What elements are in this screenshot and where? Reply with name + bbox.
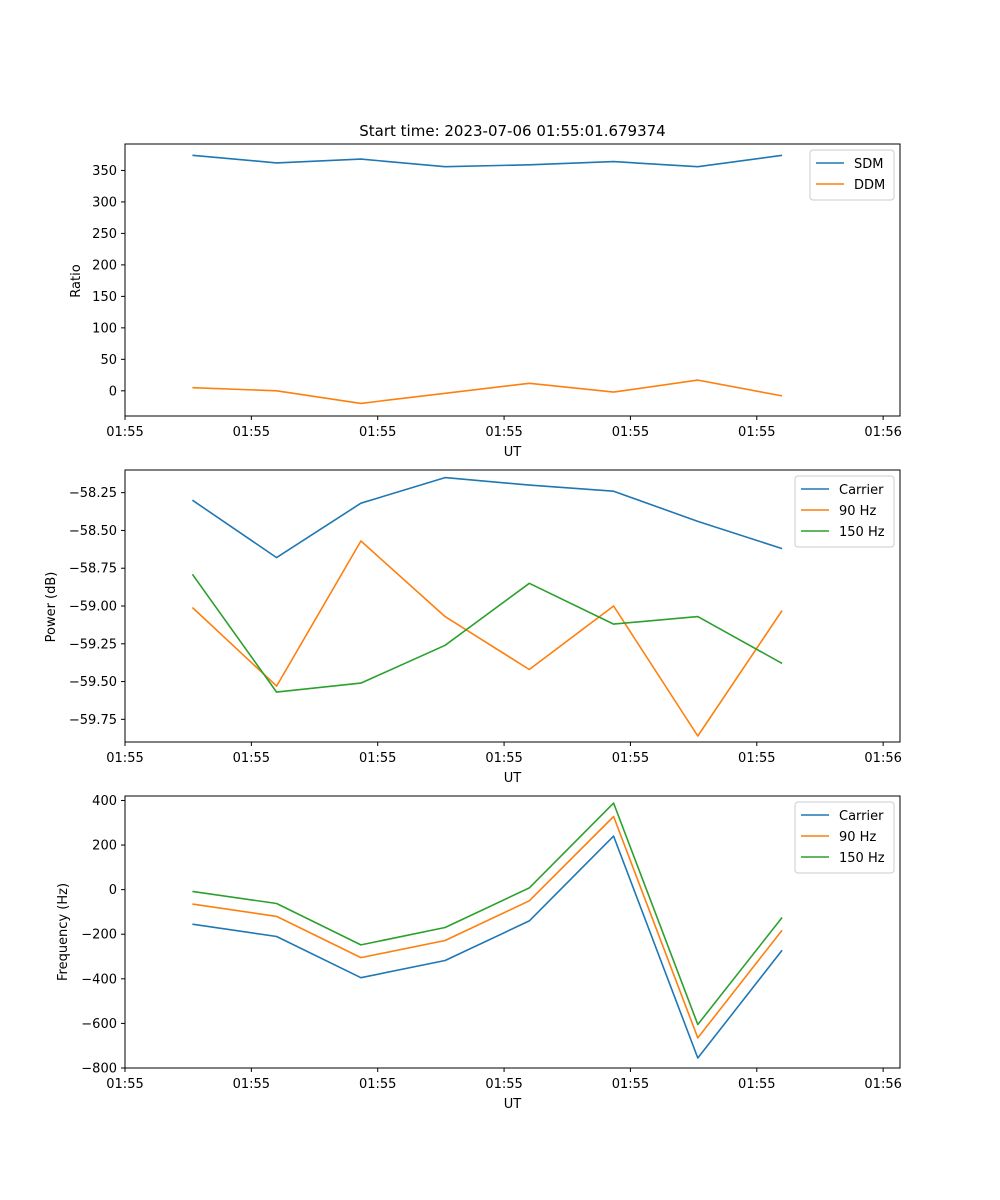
frequency-x-tick-label: 01:55 xyxy=(738,1077,775,1092)
power-x-tick-label: 01:55 xyxy=(738,751,775,766)
ratio-series-line-ddm xyxy=(192,379,783,405)
ratio-y-tick-label: 0 xyxy=(109,384,117,399)
ratio-x-tick-label: 01:55 xyxy=(738,425,775,440)
power-x-tick-label: 01:55 xyxy=(485,751,522,766)
ratio-panel: Ratio UT 01:55 01:55 01:55 01:55 01:55 01:55 0… xyxy=(69,143,902,460)
frequency-legend xyxy=(794,801,895,874)
power-x-tick-label: 01:56 xyxy=(864,751,901,766)
ratio-y-tick-label: 150 xyxy=(92,290,117,305)
ratio-legend-label: DDM xyxy=(854,178,885,193)
power-panel: Power (dB) UT 01:55 01:55 01:55 01:55 01:55 0… xyxy=(44,469,902,786)
ratio-y-tick-label: 200 xyxy=(92,258,117,273)
frequency-legend-label: 90 Hz xyxy=(839,830,876,845)
power-y-tick-label: −59.50 xyxy=(69,675,117,690)
power-x-tick-label: 01:55 xyxy=(359,751,396,766)
frequency-y-tick-label: −400 xyxy=(81,972,117,987)
ratio-x-tick-label: 01:55 xyxy=(612,425,649,440)
ratio-x-tick-label: 01:55 xyxy=(106,425,143,440)
frequency-legend-label: 150 Hz xyxy=(839,851,885,866)
frequency-legend-label: Carrier xyxy=(839,809,884,824)
power-x-tick-label: 01:55 xyxy=(233,751,270,766)
ratio-y-tick-label: 300 xyxy=(92,195,117,210)
frequency-x-tick-label: 01:55 xyxy=(612,1077,649,1092)
ratio-series-line-sdm xyxy=(192,154,783,168)
power-legend-label: Carrier xyxy=(839,483,884,498)
power-y-axis-label: Power (dB) xyxy=(44,572,59,643)
frequency-series-line-90-hz xyxy=(192,815,783,1039)
chart-title: Start time: 2023-07-06 01:55:01.679374 xyxy=(359,122,665,140)
power-y-tick-label: −59.00 xyxy=(69,600,117,615)
frequency-y-tick-label: −800 xyxy=(81,1062,117,1077)
frequency-y-axis-label: Frequency (Hz) xyxy=(56,883,71,981)
frequency-x-tick-label: 01:55 xyxy=(233,1077,270,1092)
power-legend-label: 90 Hz xyxy=(839,504,876,519)
ratio-x-tick-label: 01:55 xyxy=(485,425,522,440)
ratio-axes-frame xyxy=(124,143,901,417)
ratio-legend-label: SDM xyxy=(854,157,883,172)
frequency-panel: Frequency (Hz) UT 01:55 01:55 01:55 01:55 01… xyxy=(56,794,902,1112)
power-legend-label: 150 Hz xyxy=(839,525,885,540)
frequency-series-line-150-hz xyxy=(192,802,783,1026)
power-y-tick-label: −59.75 xyxy=(69,713,117,728)
frequency-x-tick-label: 01:56 xyxy=(864,1077,901,1092)
frequency-series-line-carrier xyxy=(192,835,783,1059)
ratio-y-tick-label: 250 xyxy=(92,227,117,242)
ratio-x-tick-label: 01:56 xyxy=(864,425,901,440)
power-series-line-150-hz xyxy=(191,573,783,693)
ratio-y-tick-label: 350 xyxy=(92,164,117,179)
frequency-y-tick-label: −200 xyxy=(81,928,117,943)
power-y-tick-label: −58.25 xyxy=(69,486,117,501)
ratio-x-axis-label: UT xyxy=(504,445,522,460)
ratio-x-tick-label: 01:55 xyxy=(359,425,396,440)
ratio-y-tick-label: 100 xyxy=(92,321,117,336)
power-y-tick-label: −59.25 xyxy=(69,637,117,652)
frequency-y-tick-label: 200 xyxy=(92,839,117,854)
frequency-x-tick-label: 01:55 xyxy=(485,1077,522,1092)
power-y-tick-label: −58.50 xyxy=(69,524,117,539)
ratio-y-axis-label: Ratio xyxy=(69,264,84,297)
ratio-x-tick-label: 01:55 xyxy=(233,425,270,440)
frequency-axes-frame xyxy=(124,795,901,1069)
power-x-axis-label: UT xyxy=(504,771,522,786)
frequency-y-tick-label: −600 xyxy=(81,1017,117,1032)
power-legend xyxy=(794,475,895,548)
frequency-x-tick-label: 01:55 xyxy=(359,1077,396,1092)
power-x-tick-label: 01:55 xyxy=(106,751,143,766)
frequency-y-tick-label: 0 xyxy=(109,883,117,898)
power-series-line-carrier xyxy=(191,476,783,559)
ratio-y-tick-label: 50 xyxy=(100,353,117,368)
power-series-line-90-hz xyxy=(191,540,783,737)
power-y-tick-label: −58.75 xyxy=(69,562,117,577)
frequency-x-axis-label: UT xyxy=(504,1097,522,1112)
frequency-y-tick-label: 400 xyxy=(92,794,117,809)
frequency-x-tick-label: 01:55 xyxy=(106,1077,143,1092)
power-x-tick-label: 01:55 xyxy=(612,751,649,766)
